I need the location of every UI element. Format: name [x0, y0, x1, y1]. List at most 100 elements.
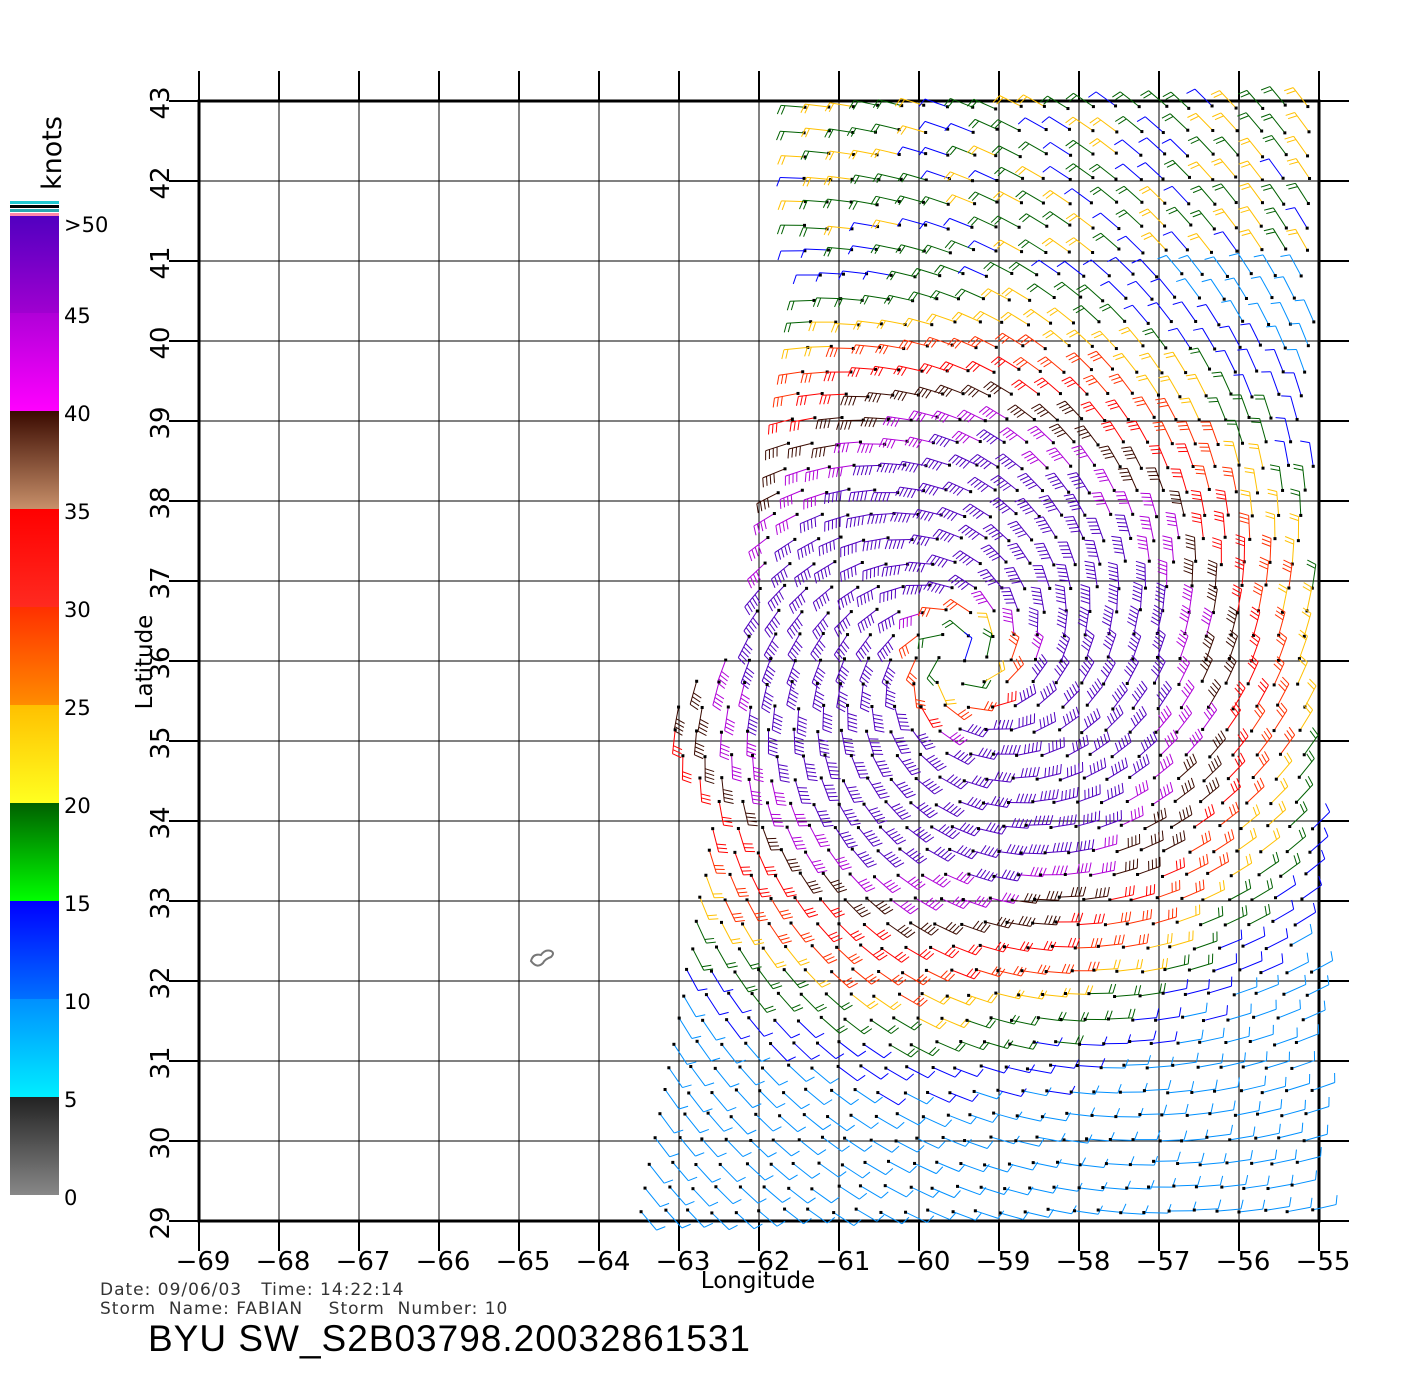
wind-barb — [926, 656, 941, 686]
wind-barb — [1201, 278, 1226, 301]
wind-barb — [948, 1091, 979, 1102]
wind-barb — [1084, 560, 1099, 589]
wind-barb — [791, 1161, 821, 1179]
wind-barb — [1272, 656, 1285, 687]
wind-barb — [1162, 830, 1186, 853]
wind-barb — [1099, 1058, 1129, 1070]
wind-barb — [837, 802, 861, 826]
wind-barb — [786, 610, 804, 639]
wind-barb — [1257, 851, 1280, 877]
wind-barb — [931, 1066, 962, 1078]
wind-barb — [1194, 1175, 1224, 1189]
wind-barb — [1161, 113, 1190, 132]
wind-barb — [1282, 974, 1307, 996]
wind-barb — [1266, 800, 1287, 828]
wind-barb — [776, 104, 807, 115]
wind-barb — [777, 200, 807, 211]
colorbar-cap — [10, 213, 59, 216]
wind-barb — [934, 264, 965, 276]
wind-barb — [1198, 1153, 1227, 1167]
wind-barb — [819, 1015, 848, 1034]
wind-barb — [811, 443, 839, 459]
wind-barb — [1049, 814, 1077, 829]
wind-barb — [1044, 963, 1075, 974]
wind-barb — [1296, 655, 1308, 686]
wind-barb — [1222, 466, 1238, 494]
wind-barb — [1208, 1100, 1236, 1116]
wind-barb — [919, 220, 950, 231]
wind-barb — [1260, 183, 1286, 206]
wind-barb — [1228, 1126, 1256, 1142]
wind-barb — [779, 488, 804, 509]
wind-barb — [835, 945, 863, 965]
wind-barb — [778, 1114, 807, 1133]
wind-barb — [947, 337, 978, 350]
wind-barb — [737, 947, 762, 970]
wind-barb — [909, 921, 939, 936]
wind-barb — [923, 336, 954, 348]
wind-barb — [1219, 325, 1242, 349]
wind-barb — [968, 191, 999, 204]
wind-barb — [1097, 810, 1122, 830]
wind-barb — [1212, 208, 1238, 230]
wind-barb — [1073, 937, 1103, 950]
wind-barb — [744, 586, 762, 616]
wind-barb — [1056, 400, 1084, 421]
wind-barb — [823, 225, 854, 236]
y-tick-label: 39 — [146, 406, 176, 439]
wind-barb — [1200, 421, 1220, 447]
wind-barb — [689, 1065, 715, 1087]
wind-barb — [1080, 708, 1101, 735]
wind-barb — [668, 1185, 695, 1206]
wind-barb — [794, 562, 816, 588]
wind-barb — [1096, 934, 1125, 948]
wind-barb — [719, 920, 743, 945]
wind-barb — [1183, 558, 1194, 588]
wind-barb — [1146, 933, 1173, 950]
wind-barb — [1016, 94, 1046, 108]
wind-barb — [833, 440, 862, 454]
wind-barb — [806, 1207, 836, 1224]
wind-barb — [1300, 440, 1315, 468]
wind-barb — [992, 869, 1023, 882]
wind-barb — [1270, 301, 1292, 326]
wind-barb — [854, 1207, 885, 1222]
wind-barb — [1139, 830, 1164, 852]
wind-barb — [1077, 1182, 1108, 1192]
wind-barb — [810, 1187, 840, 1204]
wind-barb — [1076, 784, 1101, 804]
wind-barb — [1265, 511, 1277, 541]
wind-barb — [1249, 632, 1261, 663]
wind-barb — [1301, 1000, 1326, 1022]
wind-barb — [1284, 135, 1310, 158]
wind-barb — [1161, 138, 1190, 158]
wind-barb — [757, 968, 783, 990]
wind-barb — [938, 729, 968, 746]
wind-barb — [1100, 782, 1124, 805]
x-tick-label: −65 — [496, 1247, 551, 1277]
wind-barb — [1166, 1081, 1195, 1095]
wind-barb — [994, 166, 1025, 180]
wind-barb — [1091, 834, 1118, 852]
wind-barb — [926, 1208, 957, 1221]
wind-barb — [941, 1135, 972, 1147]
wind-barb — [945, 194, 977, 206]
wind-barb — [870, 705, 885, 733]
wind-barb — [1136, 535, 1151, 563]
wind-barb — [1114, 163, 1143, 182]
wind-barb — [824, 487, 851, 504]
wind-barb — [707, 848, 726, 874]
wind-barb — [714, 1185, 742, 1205]
wind-barb — [1289, 322, 1310, 348]
wind-barb — [862, 562, 888, 581]
wind-barb — [743, 609, 760, 639]
x-tick-label: −55 — [1296, 1247, 1351, 1277]
wind-barb — [647, 1162, 674, 1184]
wind-barb — [1264, 207, 1288, 230]
wind-barb — [1215, 349, 1237, 374]
wind-barb — [997, 844, 1028, 856]
wind-barb — [847, 245, 878, 255]
wind-barb — [1088, 163, 1118, 181]
wind-barb — [1208, 730, 1226, 759]
